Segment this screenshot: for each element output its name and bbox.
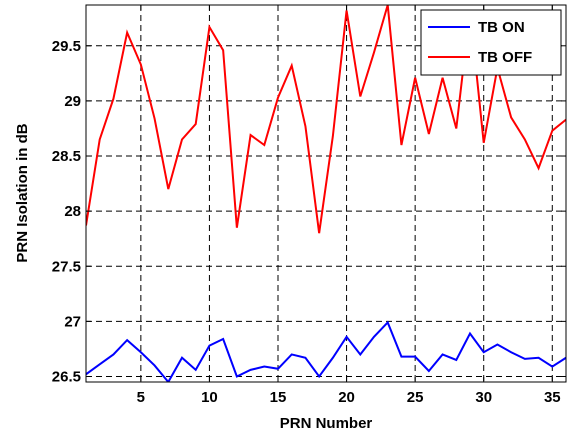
x-tick-label: 15 (270, 389, 287, 406)
series-line-tb-off (86, 5, 566, 234)
x-tick-label: 5 (137, 389, 145, 406)
y-tick-label: 26.5 (52, 368, 81, 385)
legend-label-tb-on: TB ON (478, 19, 525, 36)
y-tick-label: 29.5 (52, 38, 81, 55)
x-tick-label: 20 (338, 389, 355, 406)
x-tick-label: 10 (201, 389, 218, 406)
y-tick-label: 27.5 (52, 258, 81, 275)
x-tick-label: 35 (544, 389, 561, 406)
legend-label-tb-off: TB OFF (478, 49, 532, 66)
y-tick-label: 29 (64, 93, 81, 110)
legend: TB ON TB OFF (420, 9, 562, 76)
legend-box (420, 9, 562, 76)
y-tick-label: 28.5 (52, 148, 81, 165)
grid-lines (86, 5, 566, 382)
series-lines (86, 5, 566, 382)
x-tick-label: 30 (475, 389, 492, 406)
plot-frame (85, 4, 567, 383)
axis-ticks: 5 10 15 20 25 30 35 26.5 27 27.5 28 28.5 29 29.5 (52, 5, 566, 406)
x-axis-label: PRN Number (280, 415, 373, 432)
y-axis-label: PRN Isolation in dB (14, 123, 31, 262)
y-tick-label: 27 (64, 313, 81, 330)
series-line-tb-on (86, 320, 566, 382)
y-tick-label: 28 (64, 203, 81, 220)
x-tick-label: 25 (407, 389, 424, 406)
